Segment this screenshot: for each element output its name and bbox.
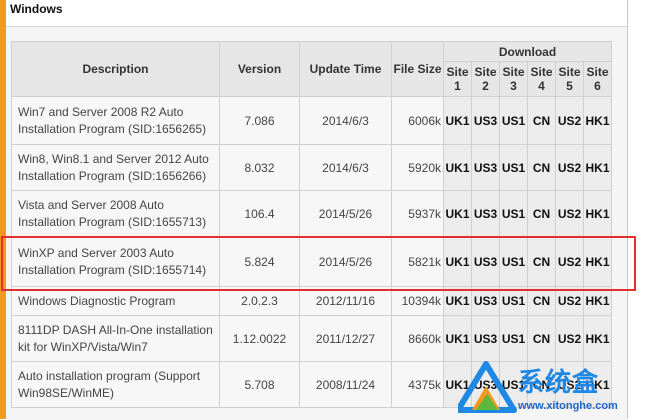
download-link-site-5[interactable]: US2	[555, 361, 584, 408]
table-row: Win7 and Server 2008 R2 Auto Installatio…	[11, 96, 613, 145]
watermark-url: www.xitonghe.com	[518, 400, 618, 412]
download-link-site-3[interactable]: US1	[499, 361, 528, 408]
header-description: Description	[11, 41, 220, 97]
row-file-size: 6006k	[391, 96, 444, 145]
download-link-site-6[interactable]: HK1	[582, 361, 613, 408]
section-title: Windows	[10, 2, 63, 16]
table-row: Auto installation program (Support Win98…	[11, 361, 613, 408]
row-version: 5.708	[219, 361, 300, 408]
download-link-site-6[interactable]: HK1	[582, 190, 613, 237]
download-link-site-4[interactable]: CN	[527, 361, 556, 408]
download-link-site-6[interactable]: HK1	[582, 96, 613, 145]
download-link-site-2[interactable]: US3	[471, 315, 500, 362]
row-file-size: 4375k	[391, 361, 444, 408]
header-file-size: File Size	[391, 41, 444, 97]
row-version: 1.12.0022	[219, 315, 300, 362]
download-link-site-6[interactable]: HK1	[582, 236, 613, 287]
header-site-5: Site 5	[555, 61, 584, 97]
download-link-site-3[interactable]: US1	[499, 286, 528, 316]
row-description: Win7 and Server 2008 R2 Auto Installatio…	[11, 96, 220, 145]
header-version: Version	[219, 41, 300, 97]
download-link-site-5[interactable]: US2	[555, 236, 584, 287]
download-link-site-1[interactable]: UK1	[443, 144, 472, 191]
download-link-site-3[interactable]: US1	[499, 144, 528, 191]
row-update-time: 2014/5/26	[299, 236, 392, 287]
download-link-site-4[interactable]: CN	[527, 190, 556, 237]
table-row: Vista and Server 2008 Auto Installation …	[11, 190, 613, 237]
row-description: WinXP and Server 2003 Auto Installation …	[11, 236, 220, 287]
row-version: 8.032	[219, 144, 300, 191]
download-link-site-4[interactable]: CN	[527, 315, 556, 362]
row-update-time: 2012/11/16	[299, 286, 392, 316]
download-link-site-3[interactable]: US1	[499, 96, 528, 145]
download-link-site-5[interactable]: US2	[555, 315, 584, 362]
download-link-site-6[interactable]: HK1	[582, 144, 613, 191]
download-link-site-5[interactable]: US2	[555, 96, 584, 145]
header-update-time: Update Time	[299, 41, 392, 97]
table-row: Win8, Win8.1 and Server 2012 Auto Instal…	[11, 144, 613, 191]
download-link-site-1[interactable]: UK1	[443, 190, 472, 237]
driver-download-table: Description Version Update Time File Siz…	[11, 41, 613, 408]
table-row: Windows Diagnostic Program 2.0.2.3 2012/…	[11, 286, 613, 316]
download-link-site-1[interactable]: UK1	[443, 96, 472, 145]
header-site-1: Site 1	[443, 61, 472, 97]
header-site-6: Site 6	[582, 61, 613, 97]
row-description: Vista and Server 2008 Auto Installation …	[11, 190, 220, 237]
header-site-4: Site 4	[527, 61, 556, 97]
table-row-highlighted: WinXP and Server 2003 Auto Installation …	[11, 236, 613, 287]
download-link-site-2[interactable]: US3	[471, 96, 500, 145]
row-file-size: 5920k	[391, 144, 444, 191]
left-accent-bar	[0, 0, 6, 419]
download-link-site-2[interactable]: US3	[471, 286, 500, 316]
row-update-time: 2014/6/3	[299, 96, 392, 145]
row-update-time: 2014/6/3	[299, 144, 392, 191]
row-description: Windows Diagnostic Program	[11, 286, 220, 316]
right-divider	[627, 0, 628, 419]
row-file-size: 5821k	[391, 236, 444, 287]
row-description: 8111DP DASH All-In-One installation kit …	[11, 315, 220, 362]
row-version: 7.086	[219, 96, 300, 145]
row-version: 106.4	[219, 190, 300, 237]
download-link-site-2[interactable]: US3	[471, 190, 500, 237]
row-version: 5.824	[219, 236, 300, 287]
row-description: Auto installation program (Support Win98…	[11, 361, 220, 408]
row-file-size: 10394k	[391, 286, 444, 316]
row-version: 2.0.2.3	[219, 286, 300, 316]
download-link-site-4[interactable]: CN	[527, 236, 556, 287]
download-link-site-2[interactable]: US3	[471, 236, 500, 287]
header-site-2: Site 2	[471, 61, 500, 97]
header-site-3: Site 3	[499, 61, 528, 97]
watermark-text: 系统盒	[518, 367, 600, 397]
download-link-site-4[interactable]: CN	[527, 144, 556, 191]
download-link-site-6[interactable]: HK1	[582, 315, 613, 362]
row-update-time: 2014/5/26	[299, 190, 392, 237]
table-row: 8111DP DASH All-In-One installation kit …	[11, 315, 613, 362]
download-link-site-3[interactable]: US1	[499, 190, 528, 237]
header-download: Download	[442, 41, 613, 62]
download-link-site-4[interactable]: CN	[527, 286, 556, 316]
row-update-time: 2008/11/24	[299, 361, 392, 408]
download-link-site-1[interactable]: UK1	[443, 286, 472, 316]
row-file-size: 8660k	[391, 315, 444, 362]
download-link-site-5[interactable]: US2	[555, 190, 584, 237]
download-link-site-1[interactable]: UK1	[443, 315, 472, 362]
xitonghe-logo-icon	[458, 361, 517, 413]
row-file-size: 5937k	[391, 190, 444, 237]
download-link-site-1[interactable]: UK1	[443, 236, 472, 287]
download-link-site-5[interactable]: US2	[555, 144, 584, 191]
download-link-site-6[interactable]: HK1	[582, 286, 613, 316]
download-link-site-4[interactable]: CN	[527, 96, 556, 145]
download-link-site-2[interactable]: US3	[471, 144, 500, 191]
download-link-site-3[interactable]: US1	[499, 236, 528, 287]
watermark: 系统盒 www.xitonghe.com	[458, 360, 638, 418]
row-update-time: 2011/12/27	[299, 315, 392, 362]
row-description: Win8, Win8.1 and Server 2012 Auto Instal…	[11, 144, 220, 191]
download-link-site-3[interactable]: US1	[499, 315, 528, 362]
download-link-site-5[interactable]: US2	[555, 286, 584, 316]
